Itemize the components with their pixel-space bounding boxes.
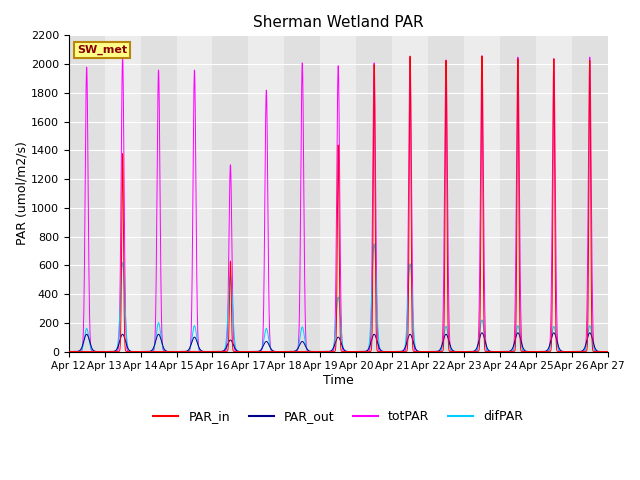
Bar: [177, 36, 212, 351]
Bar: [141, 36, 177, 351]
Bar: [572, 36, 608, 351]
X-axis label: Time: Time: [323, 374, 353, 387]
Bar: [500, 36, 536, 351]
Bar: [320, 36, 356, 351]
Y-axis label: PAR (umol/m2/s): PAR (umol/m2/s): [15, 142, 28, 245]
Bar: [464, 36, 500, 351]
Legend: PAR_in, PAR_out, totPAR, difPAR: PAR_in, PAR_out, totPAR, difPAR: [148, 405, 528, 428]
Bar: [392, 36, 428, 351]
Bar: [536, 36, 572, 351]
Text: SW_met: SW_met: [77, 45, 127, 55]
Bar: [105, 36, 141, 351]
Title: Sherman Wetland PAR: Sherman Wetland PAR: [253, 15, 424, 30]
Bar: [248, 36, 284, 351]
Bar: [428, 36, 464, 351]
Bar: [284, 36, 320, 351]
Bar: [212, 36, 248, 351]
Bar: [356, 36, 392, 351]
Bar: [68, 36, 105, 351]
